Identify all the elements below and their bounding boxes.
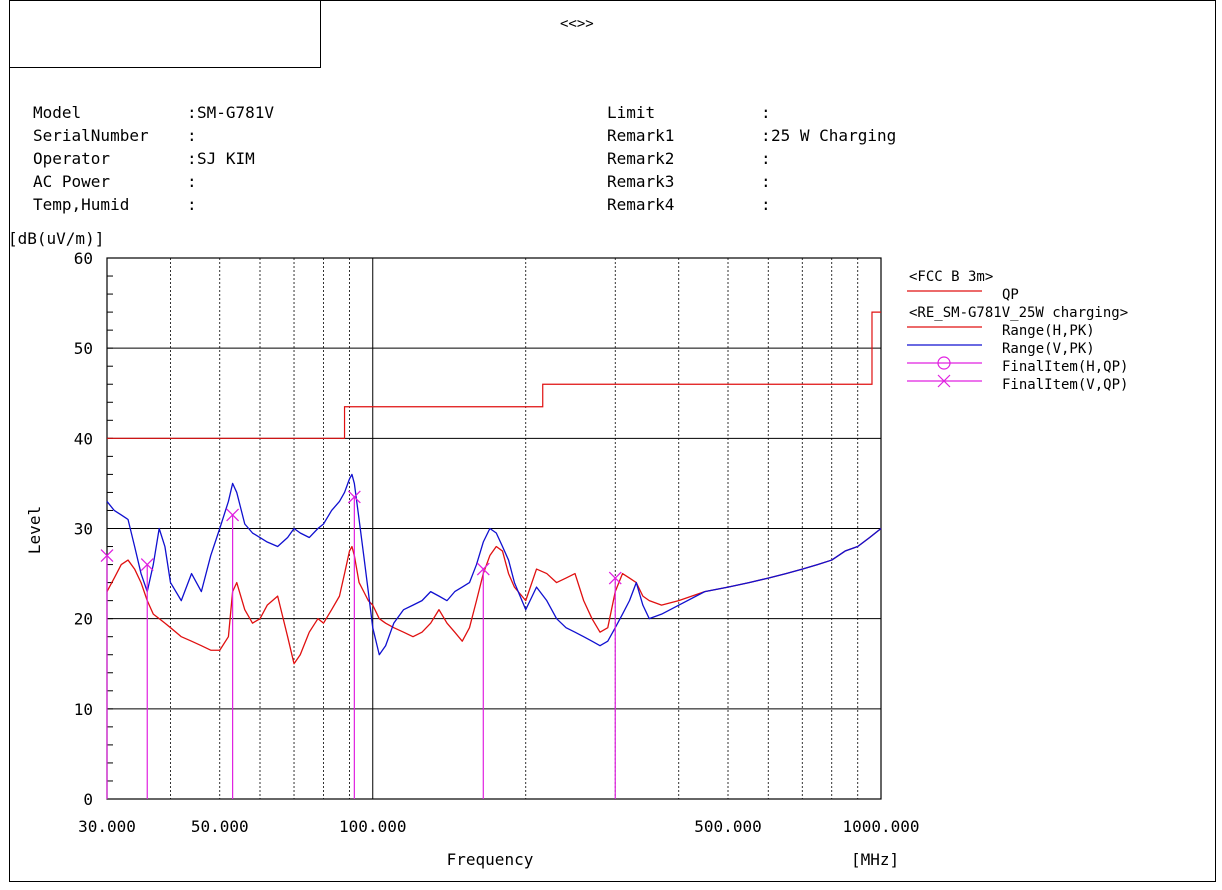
info-row: AC Power: [33,172,274,195]
legend-heading: <FCC B 3m> [909,269,993,285]
info-row: SerialNumber: [33,126,274,149]
legend-label: FinalItem(H,QP) [1002,359,1128,375]
info-colon: : [761,126,771,145]
legend-label: FinalItem(V,QP) [1002,377,1128,393]
info-row: Limit: [607,103,896,126]
legend-cross-marker [937,374,951,388]
y-tick-label: 0 [83,790,93,809]
series-line-range-v-pk- [106,473,882,656]
info-label: SerialNumber [33,126,149,145]
info-colon: : [187,195,197,214]
info-colon: : [187,103,197,122]
final-item-marker [100,549,114,563]
info-colon: : [761,195,771,214]
info-label: Remark2 [607,149,675,168]
info-value: SJ KIM [197,149,255,168]
limit-line-qp [107,311,881,439]
info-colon: : [761,172,771,191]
y-unit-label: [dB(uV/m)] [8,229,104,248]
info-right: Limit: Remark1:25 W Charging Remark2: Remar… [607,103,896,218]
header-corner-box [9,0,321,68]
info-row: Remark4: [607,195,896,218]
series-line-range-h-pk- [106,527,882,665]
final-item-marker [476,562,490,576]
report-frame [9,0,1216,882]
legend-circle-marker [937,356,951,370]
x-tick-label: 1000.000 [842,817,919,836]
report-title: <<>> [560,16,594,32]
info-label: Temp,Humid [33,195,130,214]
legend: <FCC B 3m> QP <RE_SM-G781V_25W charging> Ra… [907,269,1128,393]
info-label: AC Power [33,172,111,191]
info-label: Remark3 [607,172,675,191]
info-row: Remark2: [607,149,896,172]
y-tick-label: 50 [74,339,93,358]
final-item-marker [347,490,361,504]
info-label: Model [33,103,82,122]
info-label: Operator [33,149,111,168]
x-axis-label: Frequency [447,850,534,869]
x-tick-label: 50.000 [191,817,249,836]
y-axis-label: Level [25,506,44,554]
final-item-marker [140,558,154,572]
info-row: Model: SM-G781V [33,103,274,126]
info-row: Remark3: [607,172,896,195]
x-unit-label: [MHz] [851,850,899,869]
x-tick-label: 500.000 [694,817,761,836]
info-label: Remark1 [607,126,675,145]
info-value: SM-G781V [197,103,275,122]
legend-heading: <RE_SM-G781V_25W charging> [909,305,1128,321]
final-item-marker [608,571,622,585]
x-tick-label: 100.000 [339,817,406,836]
legend-label: Range(V,PK) [1002,341,1095,357]
info-value: 25 W Charging [771,126,897,145]
info-row: Operator: SJ KIM [33,149,274,172]
y-tick-label: 20 [74,610,93,629]
info-left: Model: SM-G781V SerialNumber: Operator: SJ K… [33,103,274,218]
x-tick-label: 30.000 [78,817,136,836]
y-tick-label: 30 [74,520,93,539]
info-colon: : [187,149,197,168]
info-colon: : [187,126,197,145]
legend-label: Range(H,PK) [1002,323,1095,339]
info-label: Remark4 [607,195,675,214]
info-colon: : [761,103,771,122]
info-row: Temp,Humid: [33,195,274,218]
final-item-marker [226,508,240,522]
y-tick-label: 40 [74,429,93,448]
info-label: Limit [607,103,656,122]
y-tick-label: 60 [74,249,93,268]
info-colon: : [187,172,197,191]
info-row: Remark1:25 W Charging [607,126,896,149]
info-colon: : [761,149,771,168]
legend-label: QP [1002,287,1019,303]
y-tick-label: 10 [74,700,93,719]
